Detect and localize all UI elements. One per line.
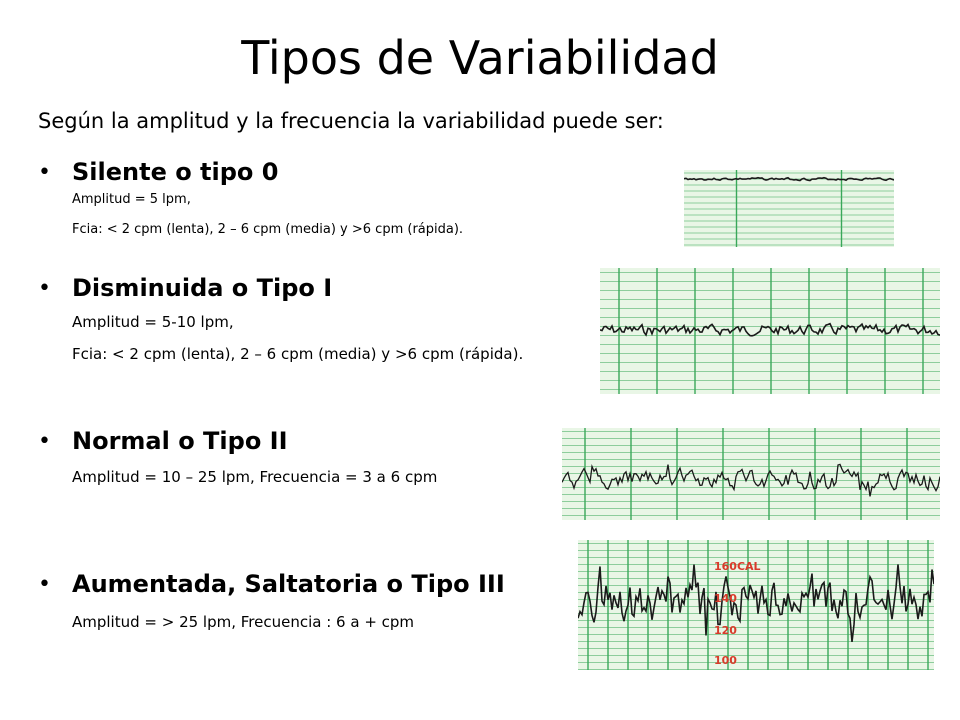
section-heading: Aumentada, Saltatoria o Tipo III xyxy=(72,570,505,598)
section-disminuida: • Disminuida o Tipo I Amplitud = 5-10 lp… xyxy=(38,272,523,366)
section-detail-line: Fcia: < 2 cpm (lenta), 2 – 6 cpm (media)… xyxy=(72,222,464,237)
section-silente: • Silente o tipo 0 Amplitud = 5 lpm, Fci… xyxy=(38,156,463,242)
section-detail-line: Fcia: < 2 cpm (lenta), 2 – 6 cpm (media)… xyxy=(72,345,524,363)
strip-scale-label: 140 xyxy=(714,592,737,605)
section-detail-line: Amplitud = 5-10 lpm, xyxy=(72,313,234,331)
ctg-strip-silente-image xyxy=(684,170,894,247)
strip-scale-label: 160CAL xyxy=(714,560,761,573)
bullet-icon: • xyxy=(38,159,51,185)
ctg-strip-disminuida-image xyxy=(600,268,940,394)
slide-title: Tipos de Variabilidad xyxy=(241,31,719,85)
ctg-strip-normal-image xyxy=(562,428,940,520)
section-heading: Silente o tipo 0 xyxy=(72,158,279,186)
strip-scale-label: 120 xyxy=(714,624,737,637)
slide-subtitle: Según la amplitud y la frecuencia la var… xyxy=(38,109,664,133)
section-aumentada: • Aumentada, Saltatoria o Tipo III Ampli… xyxy=(38,568,505,634)
section-heading: Normal o Tipo II xyxy=(72,427,288,455)
section-normal: • Normal o Tipo II Amplitud = 10 – 25 lp… xyxy=(38,425,437,489)
bullet-icon: • xyxy=(38,428,51,454)
ctg-strip-aumentada-image: 160CAL 140 120 100 xyxy=(578,540,934,670)
section-detail-line: Amplitud = 5 lpm, xyxy=(72,192,191,207)
bullet-icon: • xyxy=(38,275,51,301)
section-detail-line: Amplitud = 10 – 25 lpm, Frecuencia = 3 a… xyxy=(72,468,438,486)
bullet-icon: • xyxy=(38,571,51,597)
strip-scale-label: 100 xyxy=(714,654,737,667)
section-detail-line: Amplitud = > 25 lpm, Frecuencia : 6 a + … xyxy=(72,613,415,631)
section-heading: Disminuida o Tipo I xyxy=(72,274,333,302)
